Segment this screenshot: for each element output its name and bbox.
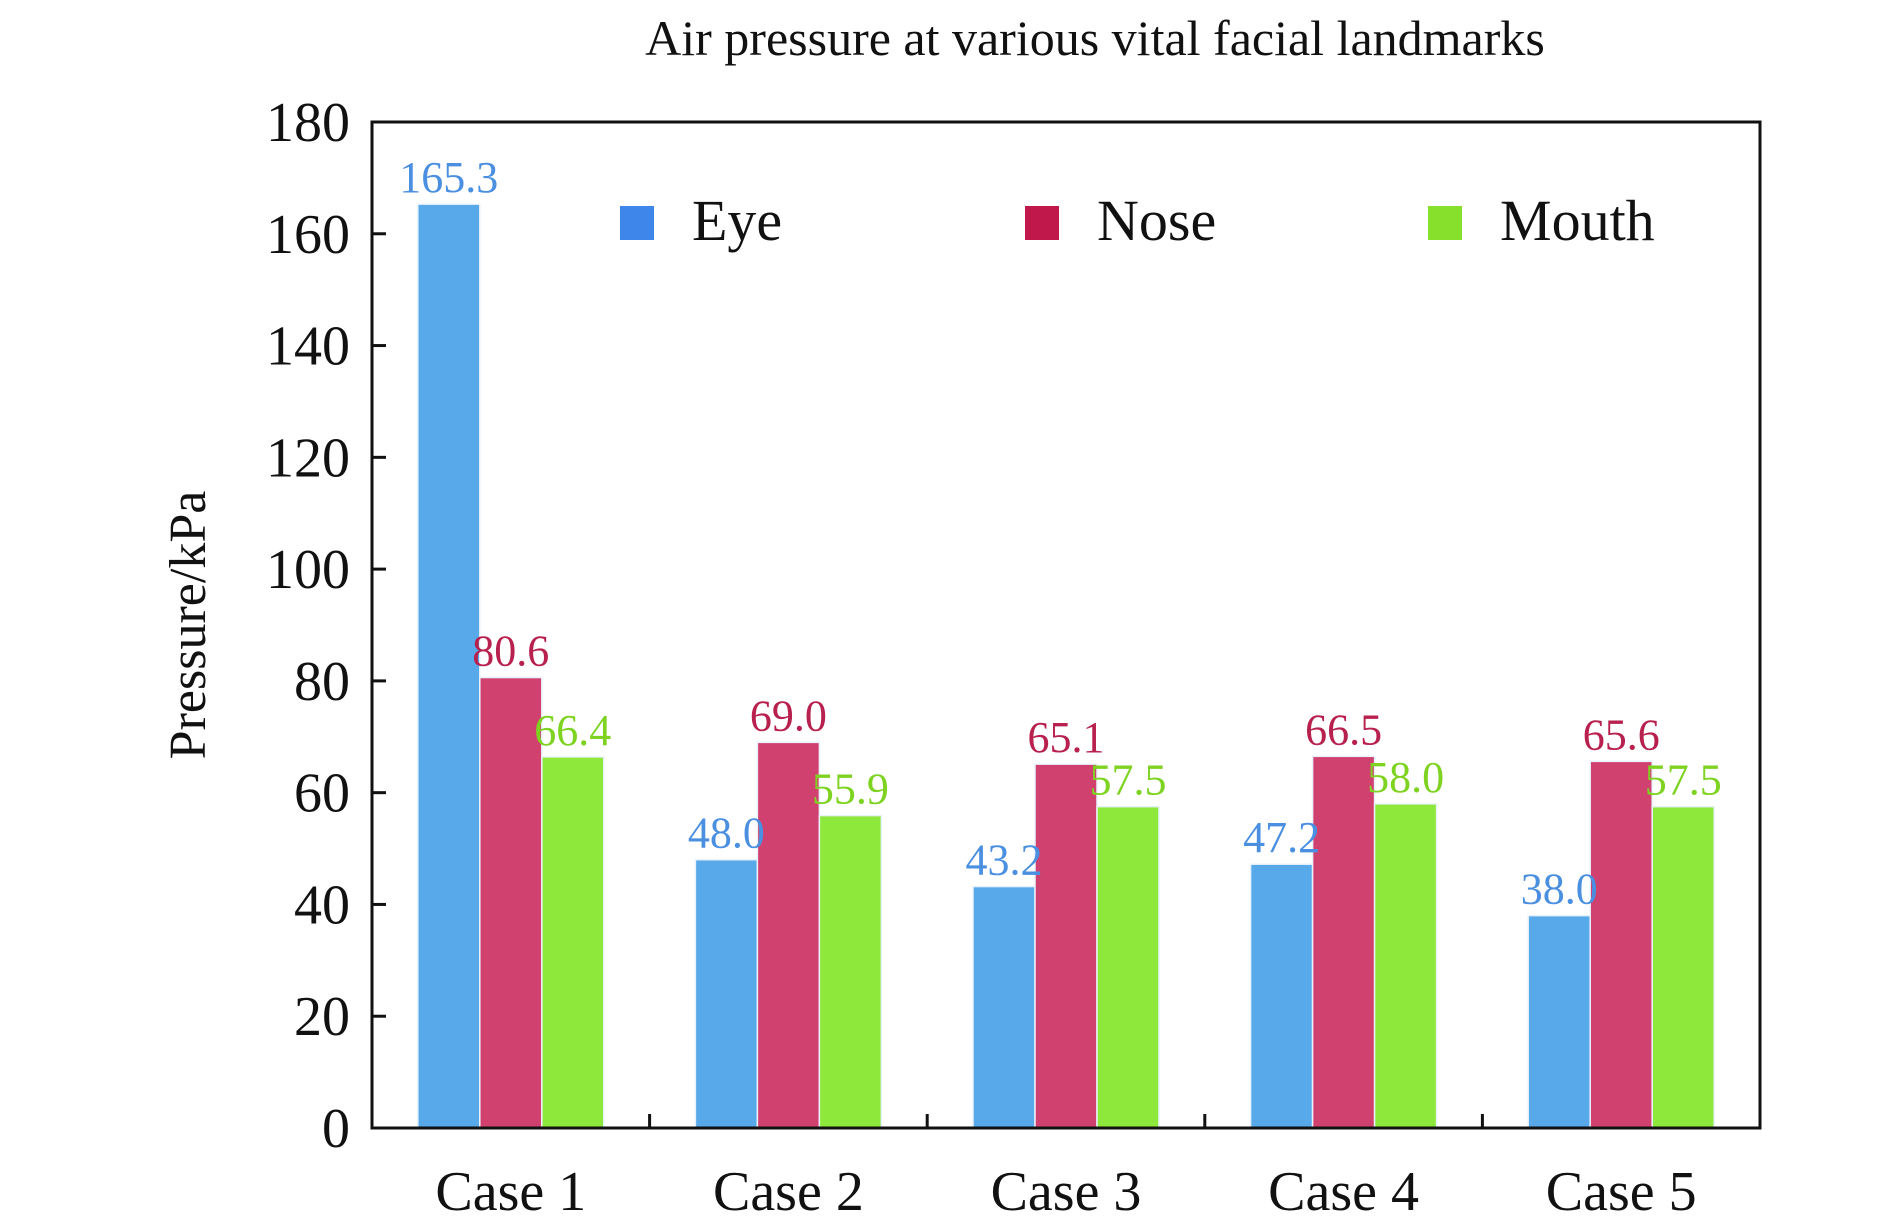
data-label: 57.5 [1645,756,1722,805]
bar-eye-3 [972,885,1036,1129]
data-label: 80.6 [472,627,549,676]
x-tick-label: Case 4 [1268,1161,1419,1219]
axis-layer: 0 20 40 60 80 100 120 140 160 180 Case 1 Case 2 Case… [266,92,1697,1219]
bar-eye-5 [1527,914,1591,1129]
bar-mouth-4 [1373,803,1438,1129]
legend-swatch-nose [1025,206,1059,240]
legend-label-nose: Nose [1097,188,1216,253]
data-label: 58.0 [1367,753,1444,802]
y-tick-label: 100 [266,539,350,601]
legend-swatch-eye [620,206,654,240]
bar-eye-2 [694,858,759,1129]
bar-nose-4 [1311,755,1376,1129]
bar-nose-3 [1034,763,1098,1129]
legend-label-mouth: Mouth [1500,188,1655,253]
y-tick-label: 40 [294,874,350,936]
x-tick-label: Case 5 [1546,1161,1697,1219]
legend: Eye Nose Mouth [620,188,1655,253]
bars-layer [417,203,1715,1129]
data-label: 165.3 [399,153,498,202]
legend-label-eye: Eye [692,188,782,253]
x-tick-label: Case 1 [435,1161,586,1219]
data-label: 38.0 [1521,865,1598,914]
bar-mouth-5 [1651,805,1715,1129]
data-label: 48.0 [688,809,765,858]
data-labels-layer: 165.3 48.0 43.2 47.2 38.0 80.6 69.0 65.1 66.5 65.… [399,153,1721,913]
y-tick-label: 120 [266,427,350,489]
y-tick-label: 80 [294,651,350,713]
bar-nose-2 [756,741,821,1129]
bar-mouth-3 [1096,805,1160,1129]
data-label: 65.1 [1028,713,1105,762]
bar-nose-5 [1589,760,1653,1129]
y-tick-label: 60 [294,763,350,825]
bar-nose-1 [479,676,543,1129]
data-label: 55.9 [812,765,889,814]
bar-eye-1 [417,203,481,1129]
data-label: 69.0 [750,691,827,740]
bar-mouth-2 [818,814,883,1129]
data-label: 66.5 [1305,705,1382,754]
bar-mouth-1 [541,756,605,1129]
plot-frame [370,120,1762,1130]
data-label: 66.4 [534,706,611,755]
y-tick-label: 140 [266,316,350,378]
data-label: 43.2 [966,836,1043,885]
data-label: 57.5 [1090,756,1167,805]
y-tick-label: 20 [294,986,350,1048]
x-tick-label: Case 2 [713,1161,864,1219]
y-tick-label: 180 [266,92,350,154]
bar-eye-4 [1249,863,1314,1129]
y-tick-label: 0 [322,1098,350,1160]
legend-swatch-mouth [1428,206,1462,240]
y-tick-label: 160 [266,204,350,266]
y-axis-label: Pressure/kPa [160,491,217,760]
x-tick-label: Case 3 [991,1161,1142,1219]
data-label: 47.2 [1243,813,1320,862]
chart-title: Air pressure at various vital facial lan… [645,10,1545,66]
data-label: 65.6 [1583,710,1660,759]
